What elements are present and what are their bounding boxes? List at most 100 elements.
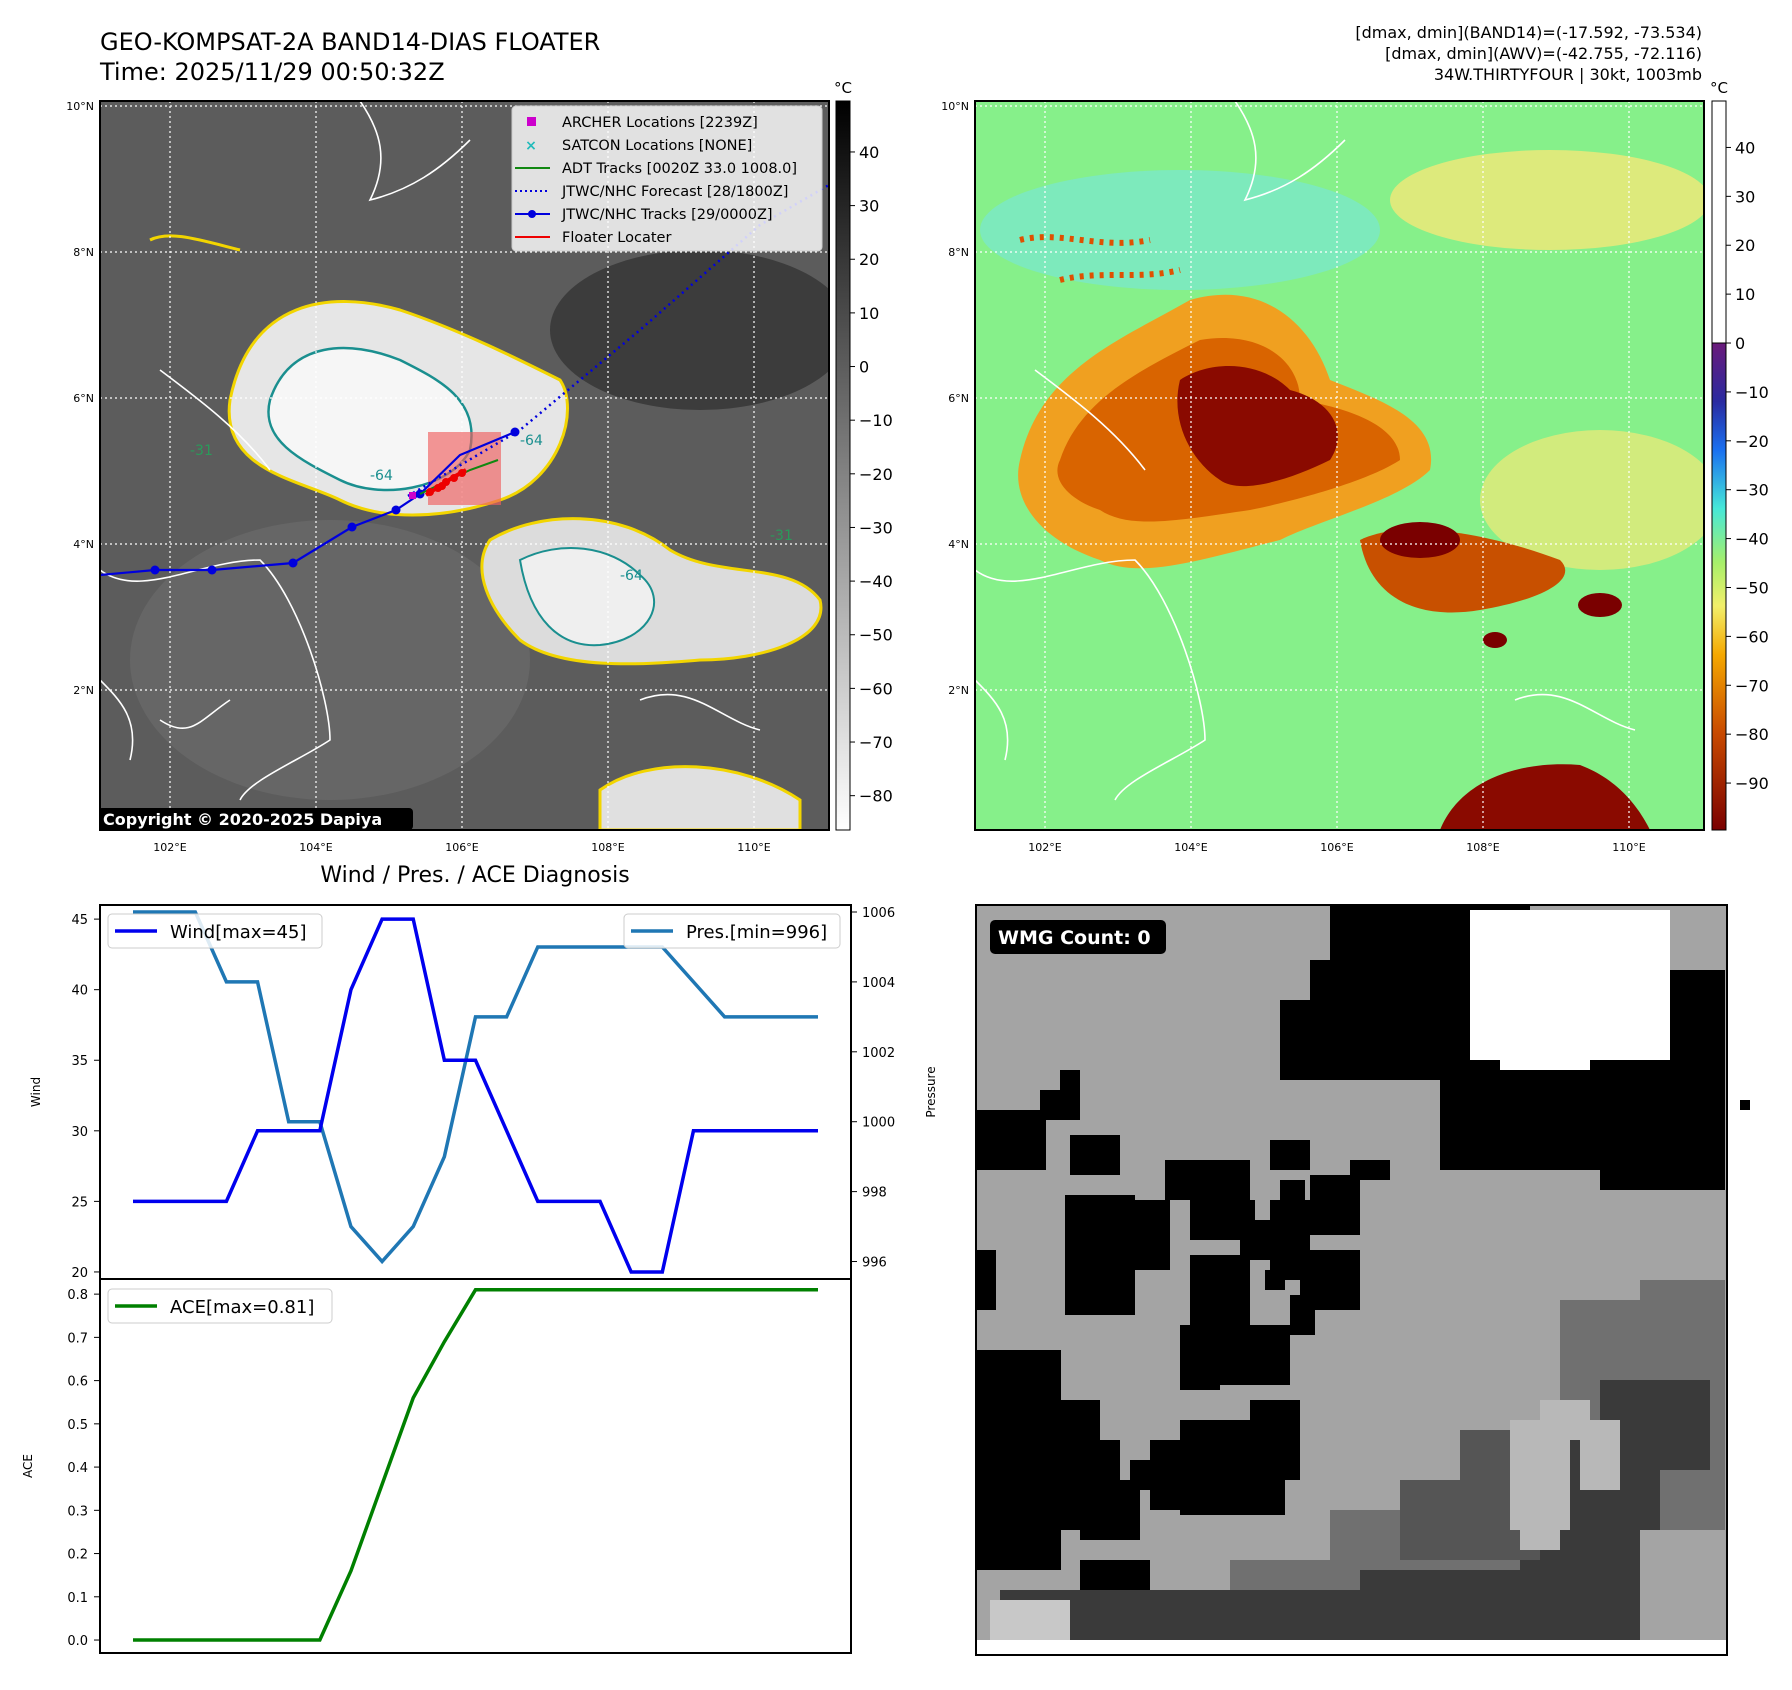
awv-storm-south	[1440, 764, 1650, 830]
ace-legend: ACE[max=0.81]	[107, 1288, 333, 1324]
awv-map-frame	[974, 100, 1705, 831]
awv-lon-tick: 108°E	[1466, 841, 1499, 854]
awv-storm-east-core	[1380, 522, 1460, 558]
awv-colorbar-upper	[1711, 100, 1727, 344]
awv-storm-core	[1177, 366, 1338, 487]
colorbar-tick-label: 40	[859, 143, 879, 162]
wind-tick-label: 25	[71, 1195, 88, 1210]
wmg-block	[1265, 1270, 1285, 1290]
copyright-box	[100, 808, 413, 830]
awv-lat-ticks: 10°N 8°N 6°N 4°N 2°N	[941, 100, 969, 697]
wind-legend-box	[107, 913, 323, 949]
figure-time: Time: 2025/11/29 00:50:32Z	[99, 58, 445, 86]
colorbar-tick-label: 30	[859, 197, 879, 216]
wmg-block	[976, 1640, 1727, 1655]
awv-colorbar-lower	[1711, 342, 1727, 831]
wmg-block	[1230, 1420, 1270, 1450]
floater-locater-box	[428, 432, 501, 505]
map-legend: ARCHER Locations [2239Z] × SATCON Location…	[511, 105, 823, 252]
colorbar-tick-label: −60	[1735, 627, 1769, 646]
legend-label: SATCON Locations [NONE]	[562, 138, 752, 154]
legend-item: Floater Locater	[515, 230, 671, 246]
wind-tick-label: 45	[71, 913, 88, 928]
awv-lat-tick: 6°N	[948, 392, 969, 405]
ace-series-line	[133, 1288, 818, 1642]
colorbar-tick-label: −70	[859, 733, 893, 752]
wmg-pixels	[976, 905, 1750, 1655]
colorbar-tick-label: −10	[859, 411, 893, 430]
legend-item: × SATCON Locations [NONE]	[525, 138, 752, 154]
wmg-panel: WMG Count: 0	[975, 904, 1750, 1656]
ir-coastline-north	[359, 101, 471, 202]
wind-tick-label: 30	[71, 1125, 88, 1140]
pressure-legend-box	[623, 913, 841, 949]
pressure-legend: Pres.[min=996]	[623, 913, 841, 949]
colorbar-tick-label: 30	[1735, 187, 1755, 206]
wind-pressure-frame	[99, 904, 852, 1280]
track-legend-dot	[528, 210, 536, 218]
ir-lat-tick: 10°N	[66, 100, 94, 113]
colorbar-tick-label: 20	[859, 250, 879, 269]
legend-item: JTWC/NHC Forecast [28/1800Z]	[515, 184, 788, 200]
pressure-tick-label: 1000	[862, 1116, 895, 1131]
awv-colorbar-unit: °C	[1710, 79, 1728, 97]
awv-lon-tick: 106°E	[1320, 841, 1353, 854]
wmg-block	[1210, 1200, 1255, 1240]
ir-lon-ticks: 102°E 104°E 106°E 108°E 110°E	[153, 841, 770, 854]
legend-item: JTWC/NHC Tracks [29/0000Z]	[515, 207, 773, 223]
ir-map-panel: -64 -64 -31 -64 -31 Copyright ©	[66, 79, 893, 854]
wmg-block	[1080, 1480, 1140, 1540]
ir-cloud-north	[149, 234, 241, 252]
archer-location-marker	[409, 492, 416, 499]
wmg-block	[1060, 1070, 1080, 1090]
contour-label: -64	[520, 433, 543, 449]
legend-label: ADT Tracks [0020Z 33.0 1008.0]	[562, 161, 797, 177]
awv-cell	[1578, 593, 1622, 617]
wmg-block	[1500, 1050, 1590, 1070]
info-band14: [dmax, dmin](BAND14)=(-17.592, -73.534)	[1355, 23, 1702, 42]
legend-label: Floater Locater	[562, 230, 671, 246]
ir-lat-tick: 4°N	[73, 538, 94, 551]
ir-lon-tick: 106°E	[445, 841, 478, 854]
wmg-block	[1520, 1520, 1560, 1550]
jtwc-track-point	[150, 565, 160, 575]
legend-box	[511, 105, 823, 252]
info-storm: 34W.THIRTYFOUR | 30kt, 1003mb	[1434, 65, 1702, 84]
pressure-y-ticks: 996 998 1000 1002 1004 1006	[851, 906, 895, 1271]
ir-lon-tick: 108°E	[591, 841, 624, 854]
awv-lon-tick: 104°E	[1174, 841, 1207, 854]
ir-lat-tick: 6°N	[73, 392, 94, 405]
colorbar-tick-label: −50	[859, 626, 893, 645]
ir-map-frame	[99, 100, 830, 831]
wmg-block	[1270, 1140, 1310, 1170]
archer-legend-icon	[527, 117, 536, 126]
awv-coastline	[975, 369, 1636, 801]
wmg-block	[1300, 1250, 1360, 1310]
ace-axis-label: ACE	[21, 1454, 35, 1478]
awv-gridlines	[975, 101, 1704, 830]
awv-lat-tick: 8°N	[948, 246, 969, 259]
pressure-tick-label: 1004	[862, 976, 895, 991]
awv-coastline-north	[1234, 101, 1346, 202]
satcon-legend-icon: ×	[525, 138, 537, 154]
ace-tick-label: 0.8	[67, 1288, 88, 1303]
figure-title: GEO-KOMPSAT-2A BAND14-DIAS FLOATER	[100, 28, 600, 56]
colorbar-tick-label: −30	[859, 518, 893, 537]
pressure-tick-label: 996	[862, 1256, 887, 1271]
colorbar-tick-label: 10	[859, 304, 879, 323]
colorbar-tick-label: −90	[1735, 774, 1769, 793]
wmg-count-label: WMG Count: 0	[998, 927, 1151, 949]
contour-label: -64	[370, 468, 393, 484]
jtwc-track-point	[391, 505, 401, 515]
ace-tick-label: 0.4	[67, 1461, 88, 1476]
jtwc-track-point	[288, 558, 298, 568]
wind-axis-label: Wind	[29, 1077, 43, 1107]
ir-lon-tick: 102°E	[153, 841, 186, 854]
ace-chart: 0.0 0.1 0.2 0.3 0.4 0.5 0.6 0.7 0.8 ACE ACE[max=…	[21, 1278, 852, 1654]
colorbar-tick-label: −50	[1735, 578, 1769, 597]
ir-colorbar-ticks: 40 30 20 10 0 −10 −20 −30 −40 −50 −60 −70 −80	[850, 143, 893, 806]
ir-colorbar-unit: °C	[834, 79, 852, 97]
contour-label: -64	[620, 568, 643, 584]
ir-dark-patch	[550, 250, 829, 410]
